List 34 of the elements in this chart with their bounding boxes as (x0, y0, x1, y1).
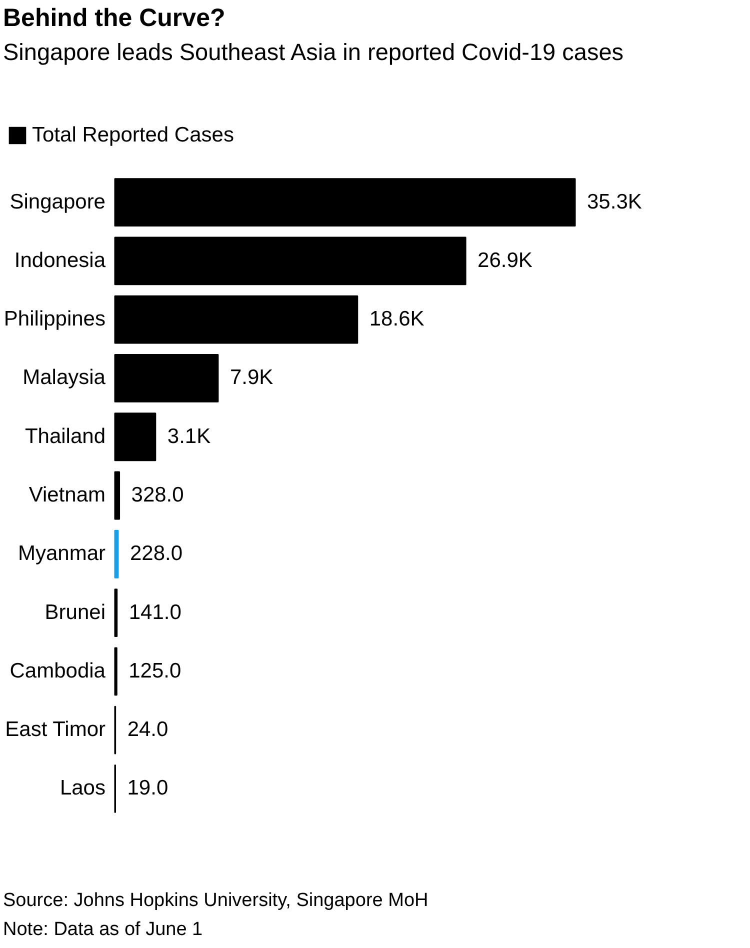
y-tick-label: Singapore (10, 190, 106, 214)
y-tick-label: Myanmar (18, 542, 106, 566)
y-tick-label: Philippines (4, 308, 106, 331)
data-label: 26.9K (478, 248, 532, 272)
bar (114, 236, 466, 286)
y-tick-label: Malaysia (22, 366, 106, 390)
data-label: 24.0 (127, 718, 168, 742)
bar (114, 354, 219, 402)
data-label: 125.0 (128, 659, 182, 682)
bar (114, 295, 358, 344)
data-label: 228.0 (130, 542, 183, 566)
bar (114, 412, 156, 462)
chart-title: Behind the Curve? (3, 4, 226, 33)
data-label: 141.0 (128, 600, 182, 624)
data-label: 35.3K (587, 190, 642, 214)
bar (114, 178, 576, 227)
y-tick-label: Brunei (44, 600, 106, 624)
data-label: 328.0 (131, 484, 184, 506)
y-tick-label: Laos (60, 776, 106, 800)
data-label: 18.6K (369, 308, 424, 331)
bar (114, 530, 119, 578)
y-tick-label: Thailand (24, 424, 106, 448)
data-label: 19.0 (127, 776, 168, 800)
bar (114, 471, 120, 520)
legend-label: Total Reported Cases (32, 124, 234, 146)
text: Note: Data as of June 1 (3, 918, 204, 942)
data-label: 3.1K (167, 424, 211, 448)
y-tick-label: Indonesia (14, 248, 106, 272)
y-tick-label: Vietnam (28, 484, 106, 506)
chart-subtitle: Singapore leads Southeast Asia in reported Covid-19 cases (3, 38, 625, 67)
y-tick-label: Cambodia (10, 659, 106, 682)
data-label: 7.9K (230, 366, 274, 390)
y-tick-label: East Timor (5, 718, 106, 742)
source-note: Source: Johns Hopkins University, Singapore MoH (3, 889, 428, 913)
